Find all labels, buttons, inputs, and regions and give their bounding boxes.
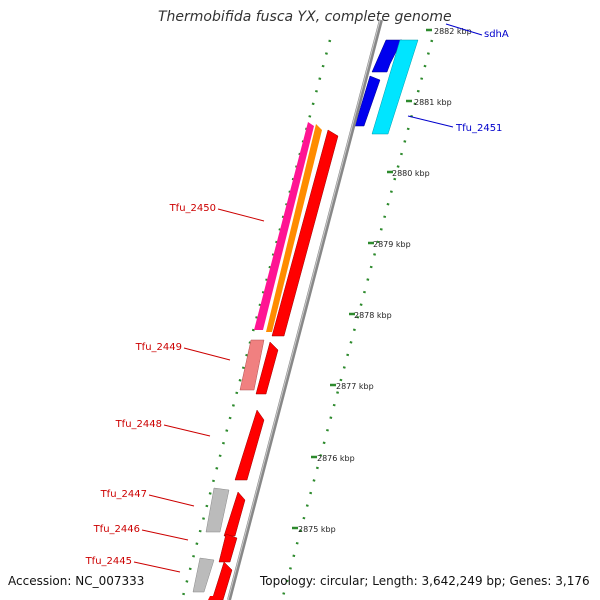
gene-block-tfu-2449-light[interactable]	[239, 339, 265, 391]
leader-tfu-2446	[141, 529, 189, 541]
tick-label-2882: 2882 kbp	[434, 27, 472, 36]
accession-text: Accession: NC_007333	[8, 574, 145, 588]
gene-label-tfu-2445[interactable]: Tfu_2445	[85, 556, 132, 567]
leader-sdhA	[445, 23, 483, 36]
gene-leader-lines	[133, 23, 483, 573]
gene-block-tfu-2451[interactable]	[371, 39, 419, 135]
tick-label-2876: 2876 kbp	[317, 454, 355, 463]
gene-block-tfu-2450-magenta[interactable]	[254, 122, 314, 330]
tick-label-2880: 2880 kbp	[392, 169, 430, 178]
tick-label-2877: 2877 kbp	[336, 382, 374, 391]
gene-block-sdhA-upper[interactable]	[371, 39, 403, 73]
gene-label-tfu-2448[interactable]: Tfu_2448	[115, 419, 162, 430]
leader-tfu-2450	[217, 208, 265, 222]
gene-block-tfu-2447-grey[interactable]	[205, 487, 230, 533]
tick-label-2879: 2879 kbp	[373, 240, 411, 249]
genome-backbone-highlight	[227, 19, 381, 600]
genome-backbone	[227, 19, 383, 600]
gene-label-tfu-2447[interactable]: Tfu_2447	[100, 489, 147, 500]
gene-label-tfu-2451[interactable]: Tfu_2451	[455, 123, 502, 134]
gene-label-tfu-2450[interactable]: Tfu_2450	[169, 203, 216, 214]
tick-marks	[292, 28, 432, 530]
gene-block-tfu-2448[interactable]	[234, 409, 265, 481]
gene-block-tfu-2447[interactable]	[223, 491, 246, 537]
gene-label-sdhA[interactable]: sdhA	[484, 29, 509, 40]
gene-block-tfu-2450-red[interactable]	[271, 129, 339, 337]
topology-text: Topology: circular; Length: 3,642,249 bp…	[260, 574, 590, 588]
tick-label-2875: 2875 kbp	[298, 525, 336, 534]
leader-tfu-2448	[163, 424, 211, 437]
gene-label-tfu-2446[interactable]: Tfu_2446	[93, 524, 140, 535]
leader-tfu-2445	[133, 561, 181, 573]
leader-tfu-2447	[148, 494, 195, 507]
tick-label-2881: 2881 kbp	[414, 98, 452, 107]
map-title: Thermobifida fusca YX, complete genome	[158, 9, 452, 25]
gene-block-bottom[interactable]	[208, 596, 222, 600]
gene-block-tfu-2445[interactable]	[211, 561, 233, 600]
leader-tfu-2449	[183, 347, 231, 361]
gene-block-tfu-2449[interactable]	[255, 341, 279, 395]
gene-block-tfu-2445-grey[interactable]	[192, 557, 215, 593]
gene-block-tfu-2450-orange[interactable]	[266, 124, 322, 332]
leader-tfu-2451	[407, 115, 454, 128]
gene-label-tfu-2449[interactable]: Tfu_2449	[135, 342, 182, 353]
tick-label-2878: 2878 kbp	[354, 311, 392, 320]
gene-blocks	[192, 39, 419, 600]
gene-block-sdhA-lower[interactable]	[354, 75, 381, 127]
gene-block-tfu-2446[interactable]	[218, 533, 238, 563]
inner-dotted-track	[180, 39, 332, 600]
